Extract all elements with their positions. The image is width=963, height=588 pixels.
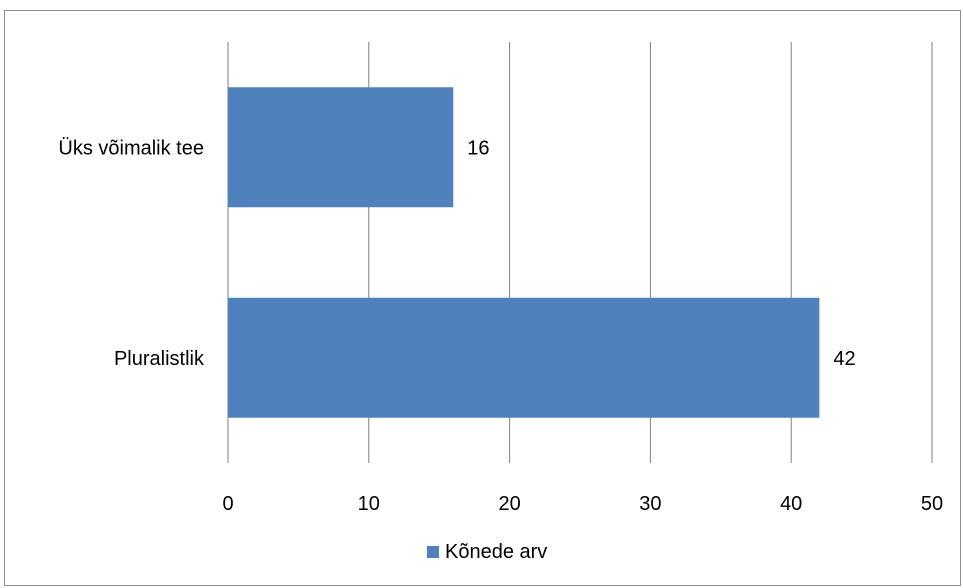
- legend-label: Kõnede arv: [445, 541, 547, 563]
- legend-swatch: [427, 546, 439, 558]
- x-tick-label-0: 0: [222, 493, 233, 515]
- category-label-1: Üks võimalik tee: [58, 137, 204, 159]
- x-tick-label-30: 30: [639, 493, 661, 515]
- bar-1: [228, 87, 454, 208]
- bar-2: [228, 297, 820, 418]
- x-tick-label-40: 40: [780, 493, 802, 515]
- category-labels: Üks võimalik tee Pluralistlik: [58, 137, 205, 370]
- data-label-1: 16: [467, 137, 489, 159]
- x-tick-label-10: 10: [358, 493, 380, 515]
- legend: Kõnede arv: [427, 541, 547, 563]
- x-axis-tick-labels: 0 10 20 30 40 50: [222, 493, 943, 515]
- category-label-2: Pluralistlik: [114, 348, 205, 370]
- bars: [228, 87, 820, 418]
- x-tick-label-20: 20: [498, 493, 520, 515]
- data-label-2: 42: [833, 348, 855, 370]
- x-tick-label-50: 50: [921, 493, 943, 515]
